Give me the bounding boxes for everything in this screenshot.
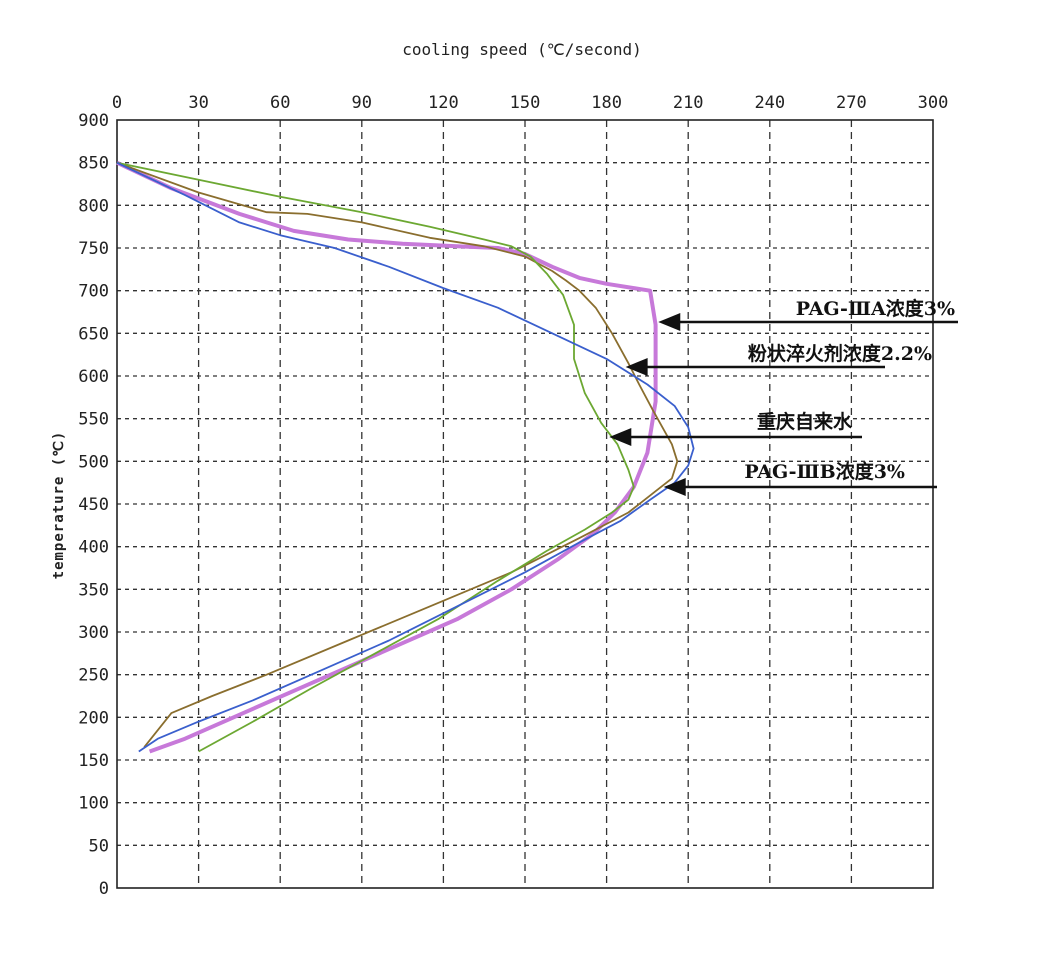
x-tick-label: 120 [428, 93, 459, 113]
y-axis-title: temperature (℃) [51, 431, 67, 580]
annotation-label: PAG-ⅢB浓度3% [744, 460, 905, 483]
x-tick-label: 300 [918, 93, 949, 113]
plot-border [116, 119, 934, 889]
y-tick-label: 650 [78, 324, 109, 344]
annotation-label: PAG-ⅢA浓度3% [796, 297, 955, 320]
x-tick-label: 30 [188, 93, 208, 113]
y-tick-label: 150 [78, 751, 109, 771]
annotation-arrowhead [658, 313, 681, 331]
y-tick-label: 550 [78, 410, 109, 430]
x-tick-label: 0 [112, 93, 122, 113]
series-line-2 [116, 161, 679, 748]
y-tick-label: 350 [78, 580, 109, 600]
y-tick-label: 200 [78, 708, 109, 728]
gridlines [117, 120, 933, 888]
y-tick-labels: 0 50 100 150 200 250 300 350 400 450 500 550 600 650 7… [78, 111, 109, 899]
x-tick-label: 150 [510, 93, 541, 113]
x-tick-label: 90 [352, 93, 372, 113]
x-tick-label: 180 [591, 93, 622, 113]
annotations: PAG-ⅢA浓度3% 粉状淬火剂浓度2.2% 重庆自来水 PAG-ⅢB浓度3% [609, 297, 958, 496]
y-tick-label: 400 [78, 538, 109, 558]
series-line-3 [116, 161, 635, 753]
annotation-arrowhead [663, 478, 686, 496]
y-tick-label: 900 [78, 111, 109, 131]
y-tick-label: 750 [78, 239, 109, 259]
y-tick-label: 850 [78, 154, 109, 174]
series-line-1 [116, 160, 658, 754]
annotation-arrowhead [609, 428, 632, 446]
annotation-label: 粉状淬火剂浓度2.2% [748, 342, 932, 365]
plot-frame [116, 119, 934, 889]
x-axis-title: cooling speed (℃/second) [402, 40, 642, 59]
x-tick-label: 270 [836, 93, 867, 113]
annotation-label: 重庆自来水 [757, 410, 853, 433]
y-tick-label: 0 [99, 879, 109, 899]
x-tick-labels: 0 30 60 90 120 150 180 210 240 270 300 [112, 93, 948, 113]
y-tick-label: 600 [78, 367, 109, 387]
y-tick-label: 800 [78, 196, 109, 216]
annotation-arrowhead [625, 358, 648, 376]
y-tick-label: 50 [89, 836, 109, 856]
y-tick-label: 250 [78, 666, 109, 686]
series-lines [116, 160, 695, 754]
x-tick-label: 240 [754, 93, 785, 113]
y-tick-label: 500 [78, 452, 109, 472]
x-tick-label: 60 [270, 93, 290, 113]
series-line-4 [116, 161, 695, 753]
y-tick-label: 450 [78, 495, 109, 515]
y-tick-label: 100 [78, 794, 109, 814]
y-tick-label: 700 [78, 282, 109, 302]
y-tick-label: 300 [78, 623, 109, 643]
x-tick-label: 210 [673, 93, 704, 113]
